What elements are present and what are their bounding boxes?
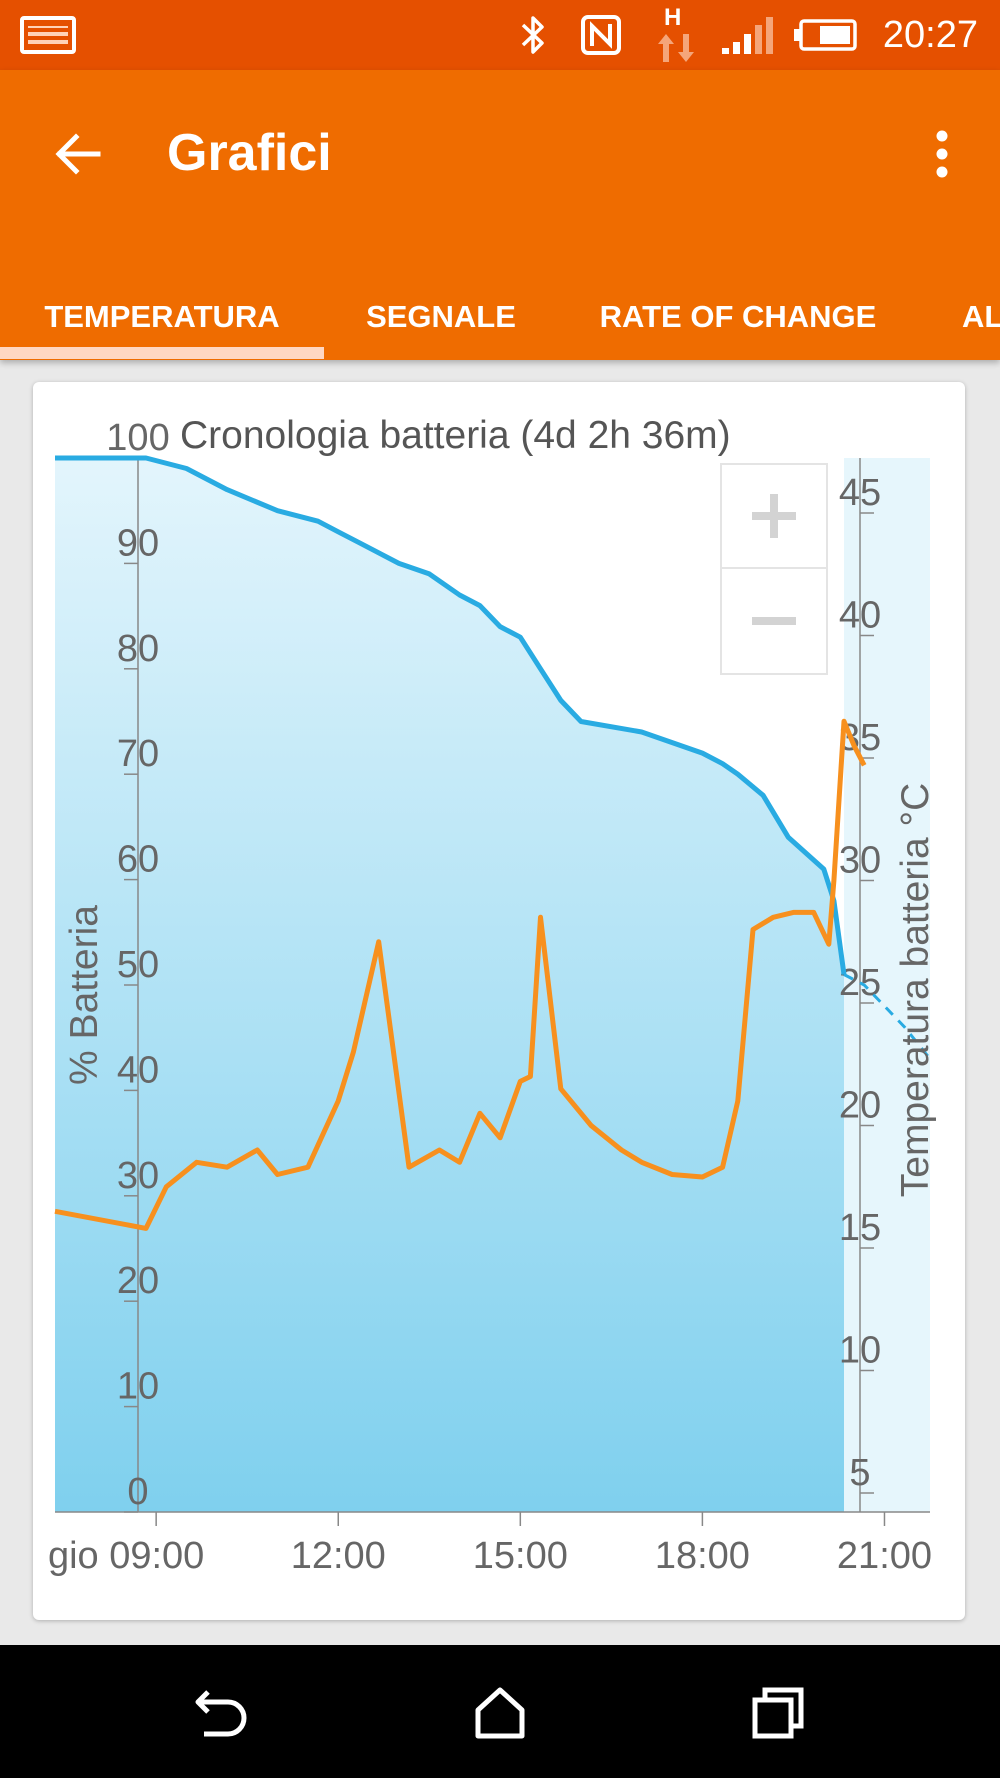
battery-icon — [794, 19, 857, 51]
tab-segnale[interactable]: SEGNALE — [366, 299, 516, 334]
x-tick-label: 15:00 — [473, 1535, 568, 1577]
y-tick-label: 80 — [117, 628, 159, 670]
x-tick-label: 21:00 — [837, 1535, 932, 1577]
back-button[interactable] — [40, 116, 116, 192]
nav-recents-button[interactable] — [740, 1675, 816, 1751]
tab-indicator — [0, 347, 324, 359]
y-tick-label: 60 — [117, 839, 159, 881]
y2-tick-label: 15 — [839, 1207, 881, 1249]
y-axis-label: % Batteria — [63, 905, 106, 1085]
overflow-menu-button[interactable] — [904, 116, 980, 192]
status-time: 20:27 — [882, 14, 978, 56]
y2-tick-label: 20 — [839, 1085, 881, 1127]
nav-back-button[interactable] — [184, 1675, 260, 1751]
tab-temperatura[interactable]: TEMPERATURA — [44, 299, 280, 334]
arrow-left-icon — [55, 133, 101, 175]
y-tick-label: 70 — [117, 733, 159, 775]
projection-area — [844, 458, 930, 1512]
tab-al[interactable]: AL — [962, 299, 1000, 334]
network-type-label: H — [664, 4, 682, 31]
x-tick-label: 12:00 — [291, 1535, 386, 1577]
y2-tick-label: 5 — [849, 1452, 870, 1494]
y-tick-label: 90 — [117, 522, 159, 564]
battery-projection-line — [843, 973, 932, 1060]
screenshot-notification-icon — [20, 16, 76, 54]
zoom-in-button[interactable] — [722, 465, 826, 569]
nav-back-icon — [195, 1690, 247, 1737]
minus-icon — [752, 617, 796, 625]
y2-axis-label: Temperatura batteria °C — [894, 783, 937, 1197]
plus-icon — [752, 494, 796, 538]
tab-rate-of-change[interactable]: RATE OF CHANGE — [599, 299, 877, 334]
battery-history-chart[interactable]: 010203040506070809010051015202530354045g… — [0, 0, 1000, 1645]
zoom-controls — [720, 463, 828, 675]
y-tick-label: 40 — [117, 1049, 159, 1091]
y-tick-label: 50 — [117, 944, 159, 986]
mobile-data-icon: H — [656, 6, 696, 64]
nav-home-icon — [475, 1687, 525, 1739]
navigation-bar — [0, 1645, 1000, 1778]
tab-bar: TEMPERATURA SEGNALE RATE OF CHANGE AL — [0, 260, 1000, 360]
signal-icon — [722, 17, 773, 54]
y-tick-label: 20 — [117, 1260, 159, 1302]
chart-title: Cronologia batteria (4d 2h 36m) — [180, 414, 731, 457]
y-tick-label: 0 — [127, 1471, 148, 1513]
nav-recents-icon — [752, 1687, 804, 1739]
y2-tick-label: 40 — [839, 595, 881, 637]
y-tick-label: 100 — [106, 417, 169, 459]
y-tick-label: 10 — [117, 1366, 159, 1408]
battery-series-line — [55, 455, 847, 975]
page-title: Grafici — [167, 124, 332, 182]
temperature-series-line — [54, 718, 867, 1231]
y2-tick-label: 30 — [839, 840, 881, 882]
bluetooth-icon — [521, 16, 544, 54]
zoom-out-button[interactable] — [722, 569, 826, 673]
status-bar: H 20:27 — [0, 0, 1000, 70]
nav-home-button[interactable] — [462, 1675, 538, 1751]
x-tick-label: 18:00 — [655, 1535, 750, 1577]
y2-tick-label: 10 — [839, 1330, 881, 1372]
nfc-icon — [581, 15, 621, 55]
y2-tick-label: 45 — [839, 472, 881, 514]
more-vert-icon — [936, 130, 948, 178]
y-tick-label: 30 — [117, 1155, 159, 1197]
x-tick-label: gio 09:00 — [48, 1535, 204, 1577]
app-bar: Grafici TEMPERATURA SEGNALE RATE OF CHAN… — [0, 70, 1000, 360]
battery-area-fill — [55, 458, 845, 1512]
